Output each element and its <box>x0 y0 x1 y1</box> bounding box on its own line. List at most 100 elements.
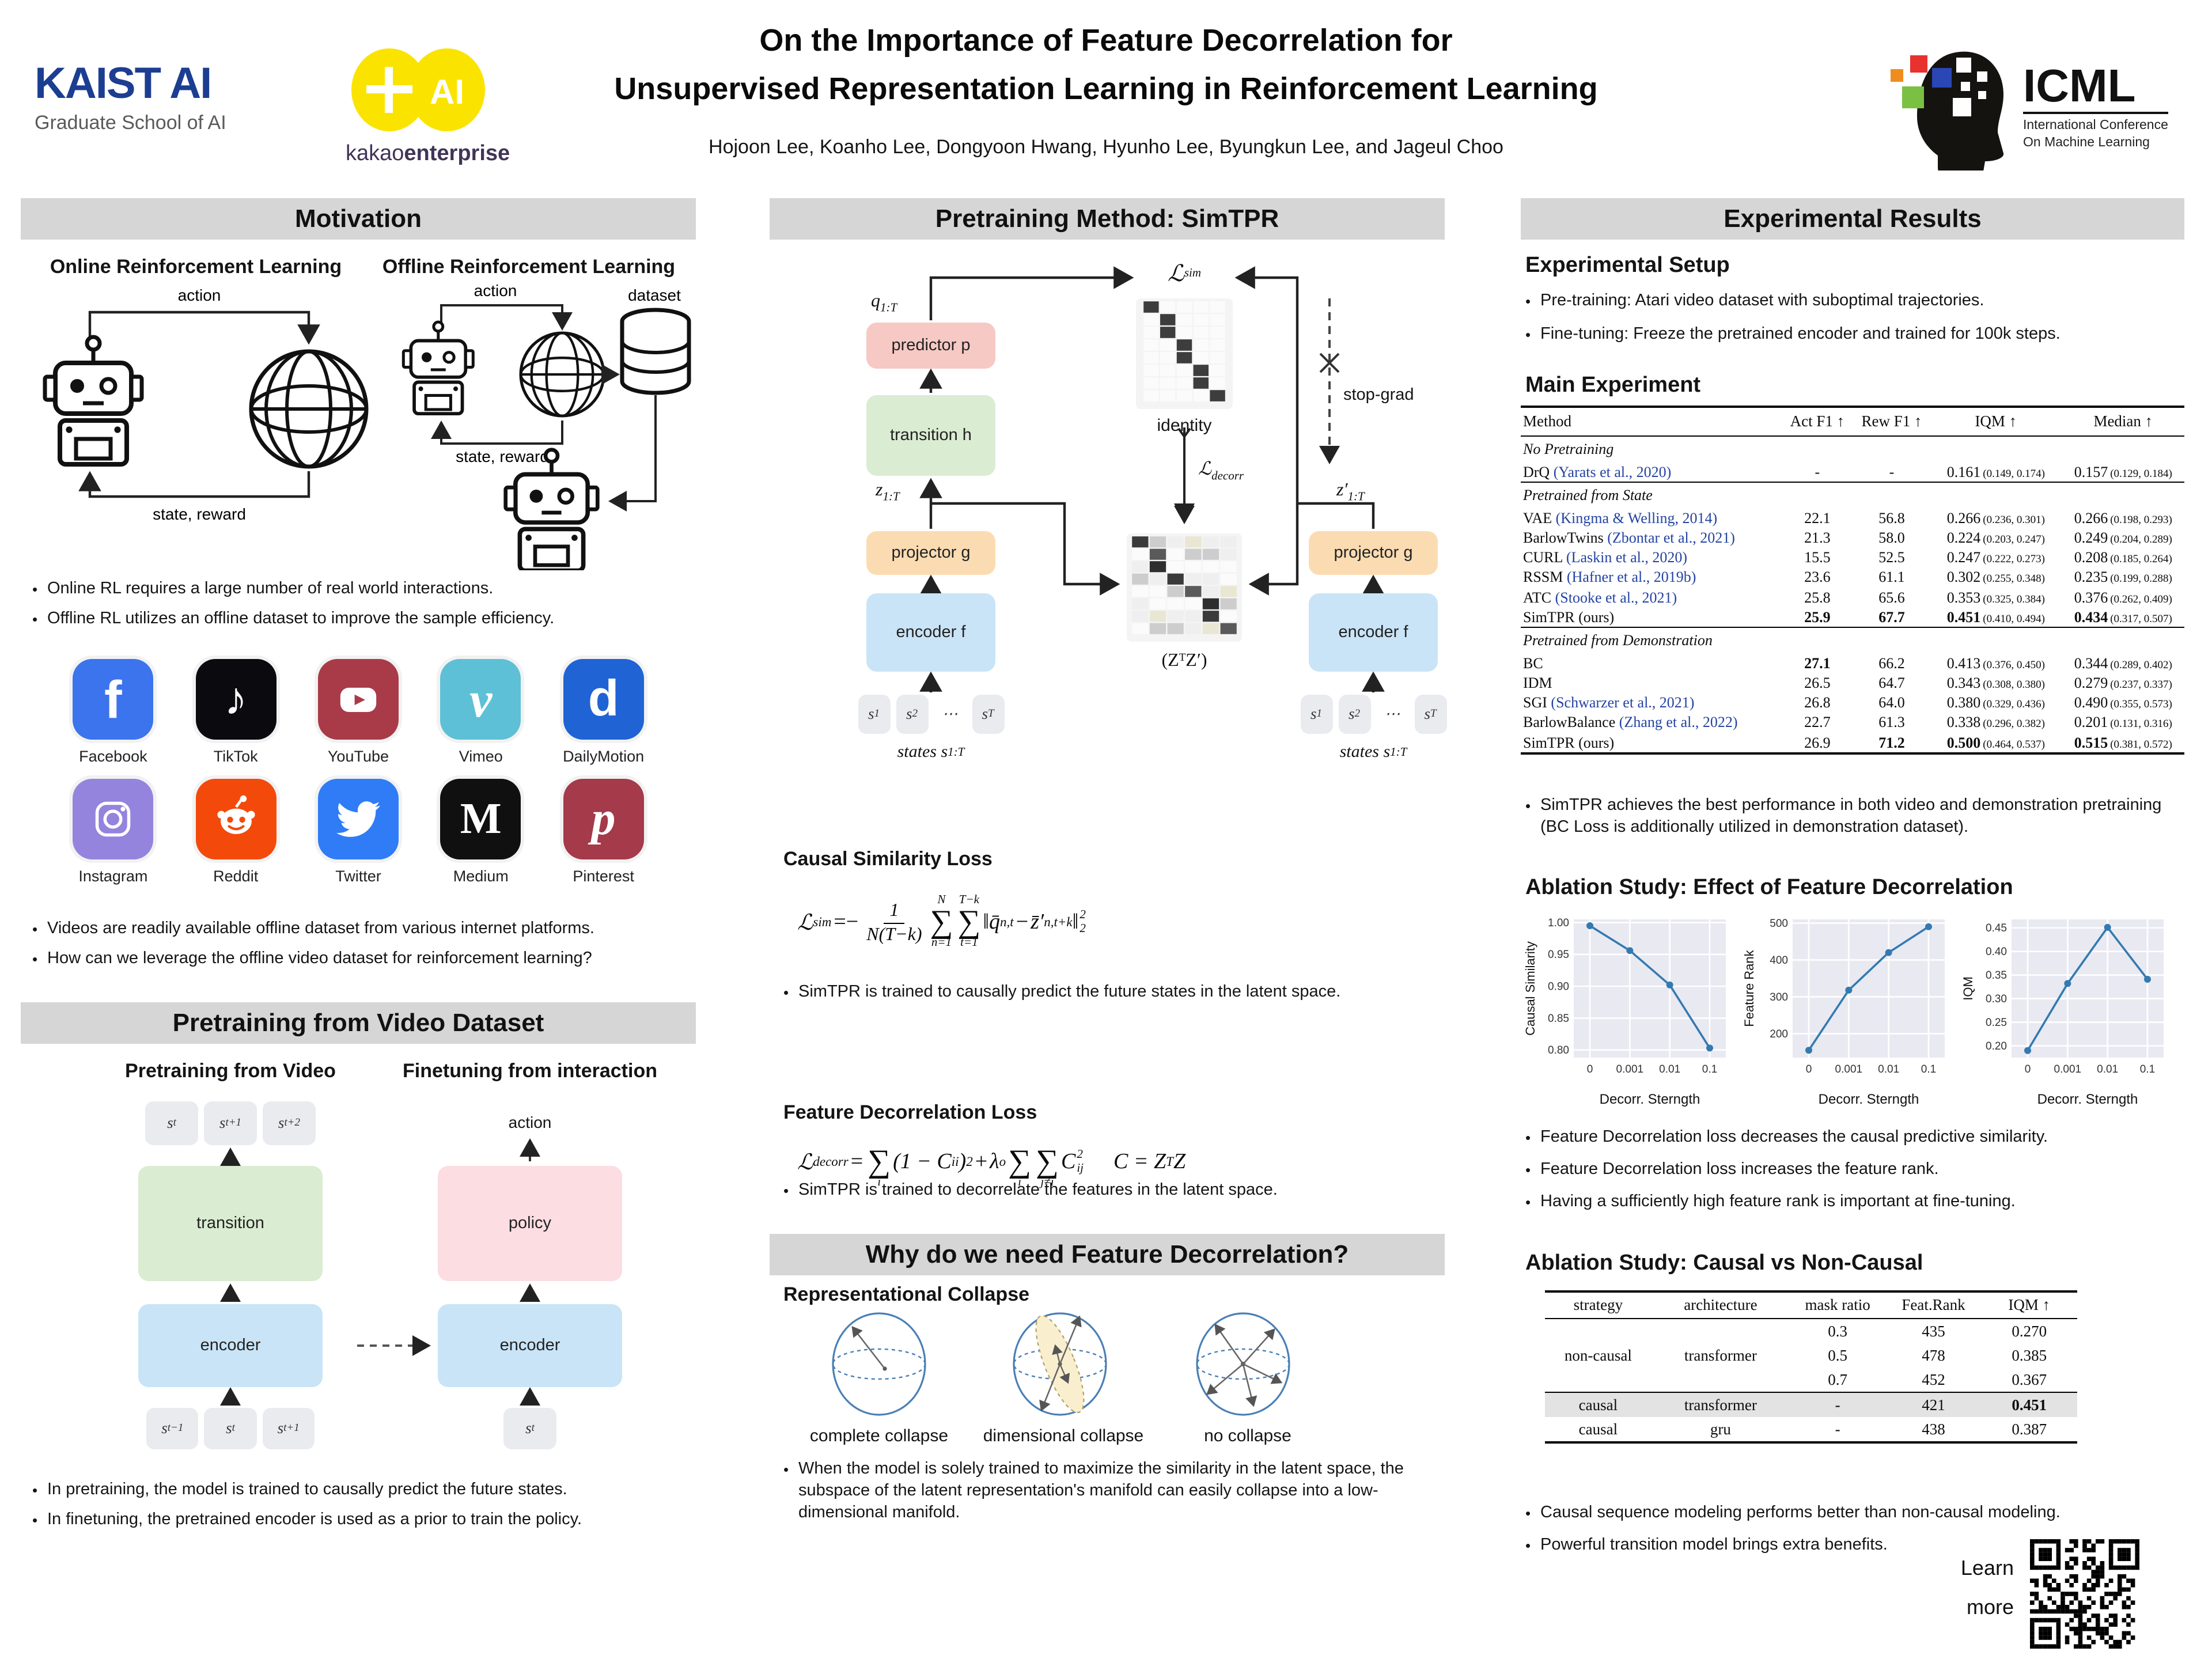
sim-loss-title: Causal Similarity Loss <box>783 848 993 870</box>
citation: (Schwarzer et al., 2021) <box>1551 694 1695 711</box>
table-cell: 23.6 <box>1804 568 1831 586</box>
bullet-text: Having a sufficiently high feature rank … <box>1540 1192 2016 1211</box>
table-cell: 22.7 <box>1804 713 1831 731</box>
simtpr-chips-right: s 1 s 2 ⋯ s T <box>1298 695 1448 734</box>
svg-text:0: 0 <box>2025 1063 2031 1075</box>
table-cell: 0.7 <box>1828 1370 1848 1388</box>
table-cell: 56.8 <box>1878 509 1905 527</box>
bullet-dot: • <box>1525 326 1531 344</box>
formula-token: C <box>1060 1150 1076 1174</box>
projector-box-left: projector g <box>866 531 995 575</box>
table-row: BC 27.1 66.2 0.413 (0.376, 0.450) 0.344 (0.289… <box>1521 654 2184 673</box>
formula-token: decorr <box>813 1156 849 1169</box>
formula-token: (1 − C <box>893 1150 952 1174</box>
l-decorr-label: ℒdecorr <box>1198 460 1244 483</box>
svg-text:0.1: 0.1 <box>2140 1063 2155 1075</box>
citation: (Zbontar et al., 2021) <box>1607 528 1735 546</box>
main-experiment-title: Main Experiment <box>1525 373 1701 397</box>
svg-text:Causal Similarity: Causal Similarity <box>1523 941 1537 1036</box>
action-label-online: action <box>178 286 221 304</box>
platform-label: Twitter <box>335 868 381 885</box>
qr-code-image <box>2030 1539 2139 1649</box>
table-row: SGI (Schwarzer et al., 2021) 26.8 64.0 0.38… <box>1521 693 2184 713</box>
table-cell: 438 <box>1922 1420 1945 1437</box>
ablation1-title: Ablation Study: Effect of Feature Decorr… <box>1525 876 2013 900</box>
platform-label: DailyMotion <box>563 748 645 765</box>
table-cell: causal <box>1578 1420 1618 1437</box>
bullet-dot: • <box>32 1482 38 1499</box>
table-cell: 26.8 <box>1804 694 1831 711</box>
table-cell: 478 <box>1922 1346 1945 1363</box>
section-method: Pretraining Method: SimTPR <box>770 198 1445 240</box>
table-cell: 0.344 (0.289, 0.402) <box>2074 654 2172 672</box>
pretrain-video-subtitle: Pretraining from Video <box>125 1060 336 1082</box>
table-cell: 0.235 (0.199, 0.288) <box>2074 568 2172 586</box>
table-cell: 0.266 (0.236, 0.301) <box>1946 509 2045 527</box>
table-row: ATC (Stooke et al., 2021) 25.8 65.6 0.353 (0… <box>1521 588 2184 607</box>
bullet-dot: • <box>32 581 38 598</box>
formula-token: sim <box>813 916 832 930</box>
platform-item: ♪ TikTok <box>190 659 282 765</box>
dataset-label: dataset <box>628 286 681 304</box>
bullet-text: When the model is solely trained to maxi… <box>798 1460 1404 1522</box>
ablation-chart-1: 200 300 400 500 0 0.001 0.01 0.1 Feature Rank Dec… <box>1742 918 1945 1107</box>
icml-name: ICML <box>2023 63 2168 115</box>
icml-head-icon <box>1891 51 2004 171</box>
dimensional-collapse-sphere <box>1013 1312 1107 1416</box>
table-cell: 0.208 (0.185, 0.264) <box>2074 548 2172 566</box>
svg-text:0.001: 0.001 <box>2054 1063 2082 1075</box>
table-cell: 71.2 <box>1878 733 1905 751</box>
bullet-item: • SimTPR is trained to causally predict t… <box>783 982 1435 1003</box>
formula-token: ) <box>959 1150 967 1174</box>
bullet-text: Feature Decorrelation loss increases the… <box>1540 1160 1939 1179</box>
states-label-left: states s 1:T <box>897 743 965 762</box>
section-video-pretraining: Pretraining from Video Dataset <box>21 1002 696 1044</box>
collapse-spheres <box>832 1312 1290 1416</box>
ablation2-title: Ablation Study: Causal vs Non-Causal <box>1525 1251 1923 1275</box>
formula-token: ‖q̄ <box>983 910 1001 934</box>
state-chip: s t+1 <box>262 1408 315 1449</box>
bullet-item: • Online RL requires a large number of re… <box>32 578 696 600</box>
bullet-item: • In pretraining, the model is trained to… <box>32 1479 700 1501</box>
correlation-matrix <box>1127 533 1242 642</box>
bullet-item: • Offline RL utilizes an offline dataset … <box>32 608 696 630</box>
table-cell: 67.7 <box>1878 608 1905 626</box>
bullet-dot: • <box>32 1512 38 1529</box>
icml-text: ICML International Conference On Machine… <box>2023 63 2168 151</box>
pinterest-icon: p <box>563 779 644 859</box>
icml-sub1: International Conference <box>2023 119 2168 133</box>
svg-text:0.95: 0.95 <box>1548 949 1569 961</box>
svg-text:400: 400 <box>1770 955 1788 967</box>
platform-item: f Facebook <box>67 659 160 765</box>
learn-more-label: Learn more <box>1903 1548 2014 1627</box>
bullet-text: How can we leverage the offline video da… <box>47 949 592 968</box>
table-cell: 64.7 <box>1878 674 1905 692</box>
bullet-text: SimTPR is trained to decorrelate the fea… <box>798 1181 1278 1199</box>
bullet-dot: • <box>1525 797 1531 815</box>
table-rule <box>1521 435 2184 437</box>
platform-item: Instagram <box>67 779 160 885</box>
table-row: non-causal transformer 0.5 478 0.385 <box>1545 1343 2077 1368</box>
table-cell: 0.249 (0.204, 0.289) <box>2074 528 2172 546</box>
section-results: Experimental Results <box>1521 198 2184 240</box>
table-cell: 0.157 (0.129, 0.184) <box>2074 463 2172 480</box>
formula-token: n,t+k <box>1044 916 1073 930</box>
bullet-text: Fine-tuning: Freeze the pretrained encod… <box>1540 325 2061 344</box>
table-cell: 0.302 (0.255, 0.348) <box>1946 568 2045 586</box>
state-chips-top: s t s t+1 s t+2 <box>145 1101 316 1145</box>
bullet-dot: • <box>783 1461 789 1478</box>
ablation-charts: 0.80 0.85 0.90 0.95 1.00 0 0.001 0.01 0.1 Causal … <box>1523 912 2171 1108</box>
state-chip: s t+1 <box>204 1101 257 1145</box>
table-cell: 64.0 <box>1878 694 1905 711</box>
bullet-dot: • <box>1525 1161 1531 1179</box>
citation: (Laskin et al., 2020) <box>1566 548 1688 566</box>
vimeo-icon: v <box>440 659 521 740</box>
formula-token: ∑ i <box>868 1143 891 1190</box>
table-cell: causal <box>1578 1396 1618 1413</box>
bullet-dot: • <box>32 921 38 938</box>
main-experiment-table: Method Act F1 ↑ Rew F1 ↑ IQM ↑ Median ↑ No Pr… <box>1521 406 2184 755</box>
column-header: Median ↑ <box>2093 412 2153 430</box>
